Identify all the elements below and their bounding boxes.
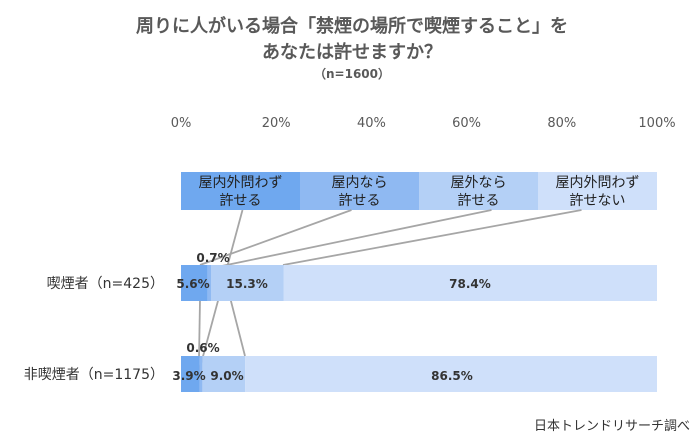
x-tick-label: 60% — [452, 116, 481, 131]
leader-line — [282, 209, 582, 266]
x-tick-label: 40% — [357, 116, 386, 131]
chart-subtitle: （n=1600） — [314, 66, 390, 81]
legend-entry: 屋内外問わず許せない — [556, 175, 640, 209]
data-label: 0.6% — [186, 341, 219, 355]
bar-segment — [181, 265, 208, 301]
category-labels: 喫煙者（n=425） 非喫煙者（n=1175） — [24, 276, 164, 383]
data-label: 5.6% — [176, 277, 209, 291]
source-note: 日本トレンドリサーチ調べ — [534, 419, 690, 434]
category-label: 非喫煙者（n=1175） — [24, 367, 164, 383]
legend-swatch — [300, 172, 419, 210]
data-label: 15.3% — [226, 277, 268, 291]
leader-line — [198, 299, 201, 359]
bar-segment — [199, 356, 203, 392]
bar-segment — [181, 356, 200, 392]
chart-title-line-1: 周りに人がいる場合「禁煙の場所で喫煙すること」を — [136, 15, 568, 37]
data-label: 9.0% — [210, 369, 243, 383]
leader-line — [199, 209, 352, 266]
legend-swatch — [419, 172, 538, 210]
data-label: 3.9% — [172, 369, 205, 383]
bar-segment — [245, 356, 657, 392]
x-tick-label: 100% — [638, 116, 675, 131]
data-labels: 5.6% 0.7% 15.3% 78.4% 3.9% 0.6% 9.0% 86.5% — [172, 251, 490, 383]
bar-segment — [210, 265, 284, 301]
bar-segment — [207, 265, 211, 301]
legend-swatch — [181, 172, 300, 210]
legend-entry: 屋外なら許せる — [451, 175, 507, 209]
legend-entry: 屋内なら許せる — [332, 175, 388, 209]
x-tick-label: 20% — [262, 116, 291, 131]
data-label: 86.5% — [431, 369, 473, 383]
data-label: 78.4% — [449, 277, 491, 291]
bar-segment — [283, 265, 657, 301]
chart-title-line-2: あなたは許せますか？ — [262, 41, 442, 63]
legend-entry: 屋内外問わず許せる — [199, 175, 283, 209]
x-axis-ticks: 0% 20% 40% 60% 80% 100% — [171, 116, 676, 131]
legend: 屋内外問わず許せる 屋内なら許せる 屋外なら許せる 屋内外問わず許せない — [181, 172, 657, 210]
x-tick-label: 80% — [547, 116, 576, 131]
x-tick-label: 0% — [171, 116, 192, 131]
data-label: 0.7% — [196, 251, 229, 265]
bar-segment — [202, 356, 246, 392]
legend-swatch — [538, 172, 657, 210]
bars — [181, 265, 657, 392]
category-label: 喫煙者（n=425） — [47, 276, 164, 292]
